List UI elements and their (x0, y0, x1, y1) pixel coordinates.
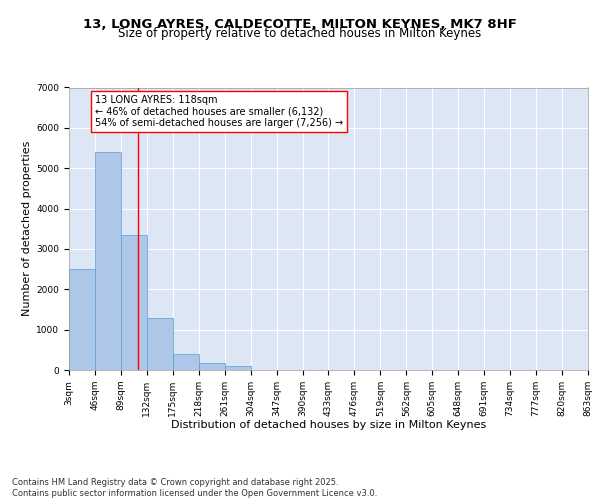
Bar (199, 362, 224, 370)
X-axis label: Distribution of detached houses by size in Milton Keynes: Distribution of detached houses by size … (171, 420, 486, 430)
Bar (69, 269, 95, 370)
Bar (95, 152, 121, 370)
Text: 13, LONG AYRES, CALDECOTTE, MILTON KEYNES, MK7 8HF: 13, LONG AYRES, CALDECOTTE, MILTON KEYNE… (83, 18, 517, 30)
Bar (147, 318, 173, 370)
Text: Size of property relative to detached houses in Milton Keynes: Size of property relative to detached ho… (118, 28, 482, 40)
Bar (173, 354, 199, 370)
Text: Contains HM Land Registry data © Crown copyright and database right 2025.
Contai: Contains HM Land Registry data © Crown c… (12, 478, 377, 498)
Y-axis label: Number of detached properties: Number of detached properties (22, 141, 32, 316)
Text: 13 LONG AYRES: 118sqm
← 46% of detached houses are smaller (6,132)
54% of semi-d: 13 LONG AYRES: 118sqm ← 46% of detached … (95, 95, 343, 128)
Bar (224, 366, 251, 370)
Bar (121, 235, 147, 370)
